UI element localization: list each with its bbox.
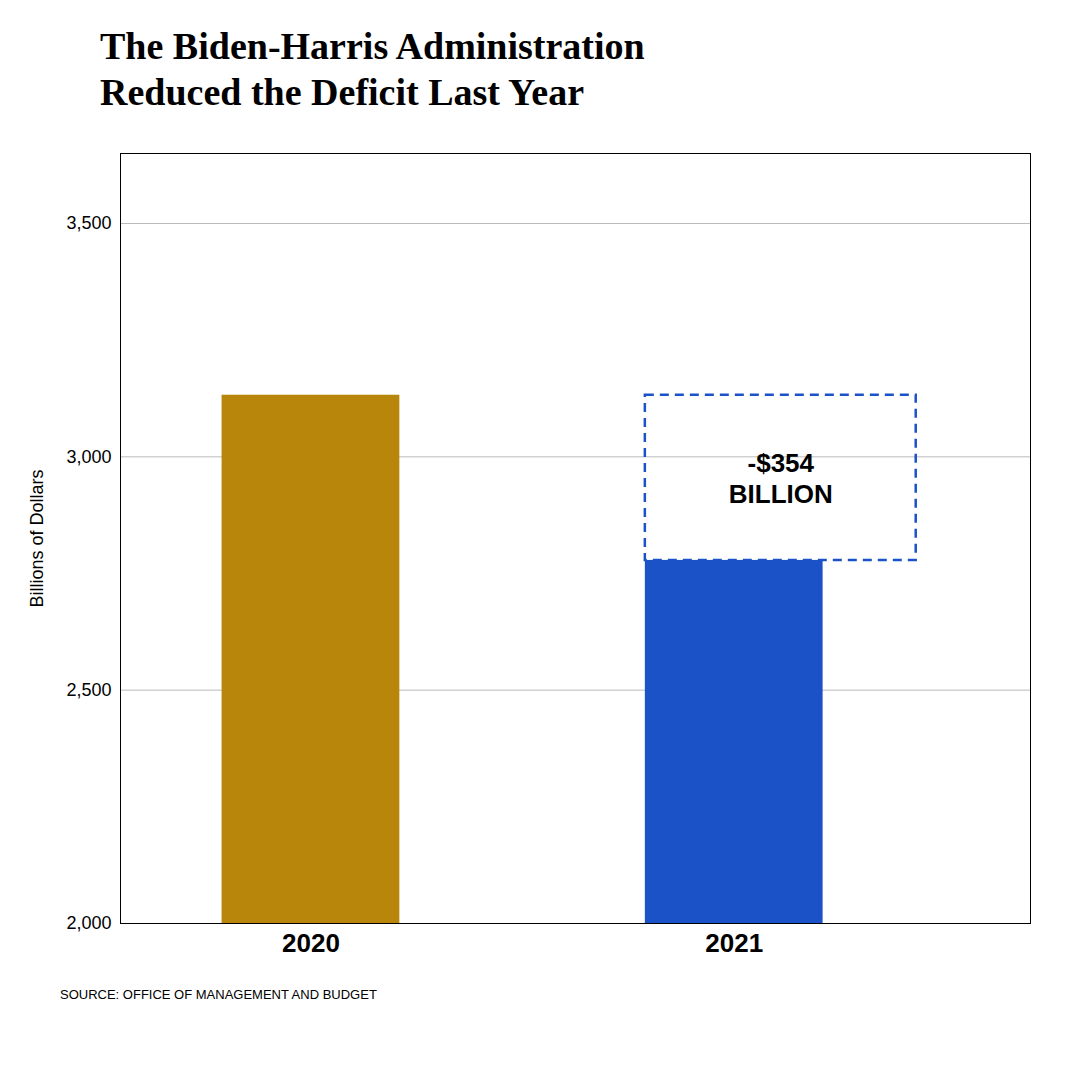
svg-text:2,500: 2,500 xyxy=(66,680,111,700)
svg-text:3,500: 3,500 xyxy=(66,213,111,233)
html-text:SOURCE: OFFICE OF MANAGEMENT A: SOURCE: OFFICE OF MANAGEMENT AND BUDGET xyxy=(60,987,377,1003)
svg-text:2,000: 2,000 xyxy=(66,913,111,933)
svg-text:2020: 2020 xyxy=(282,928,340,958)
html-text:The Biden-Harris Administratio: The Biden-Harris Administration Reduced … xyxy=(100,25,645,113)
svg-text:2021: 2021 xyxy=(705,928,763,958)
svg-text:Billions of Dollars: Billions of Dollars xyxy=(27,470,47,608)
svg-text:-$354BILLION: -$354BILLION xyxy=(729,448,833,509)
svg-text:3,000: 3,000 xyxy=(66,447,111,467)
